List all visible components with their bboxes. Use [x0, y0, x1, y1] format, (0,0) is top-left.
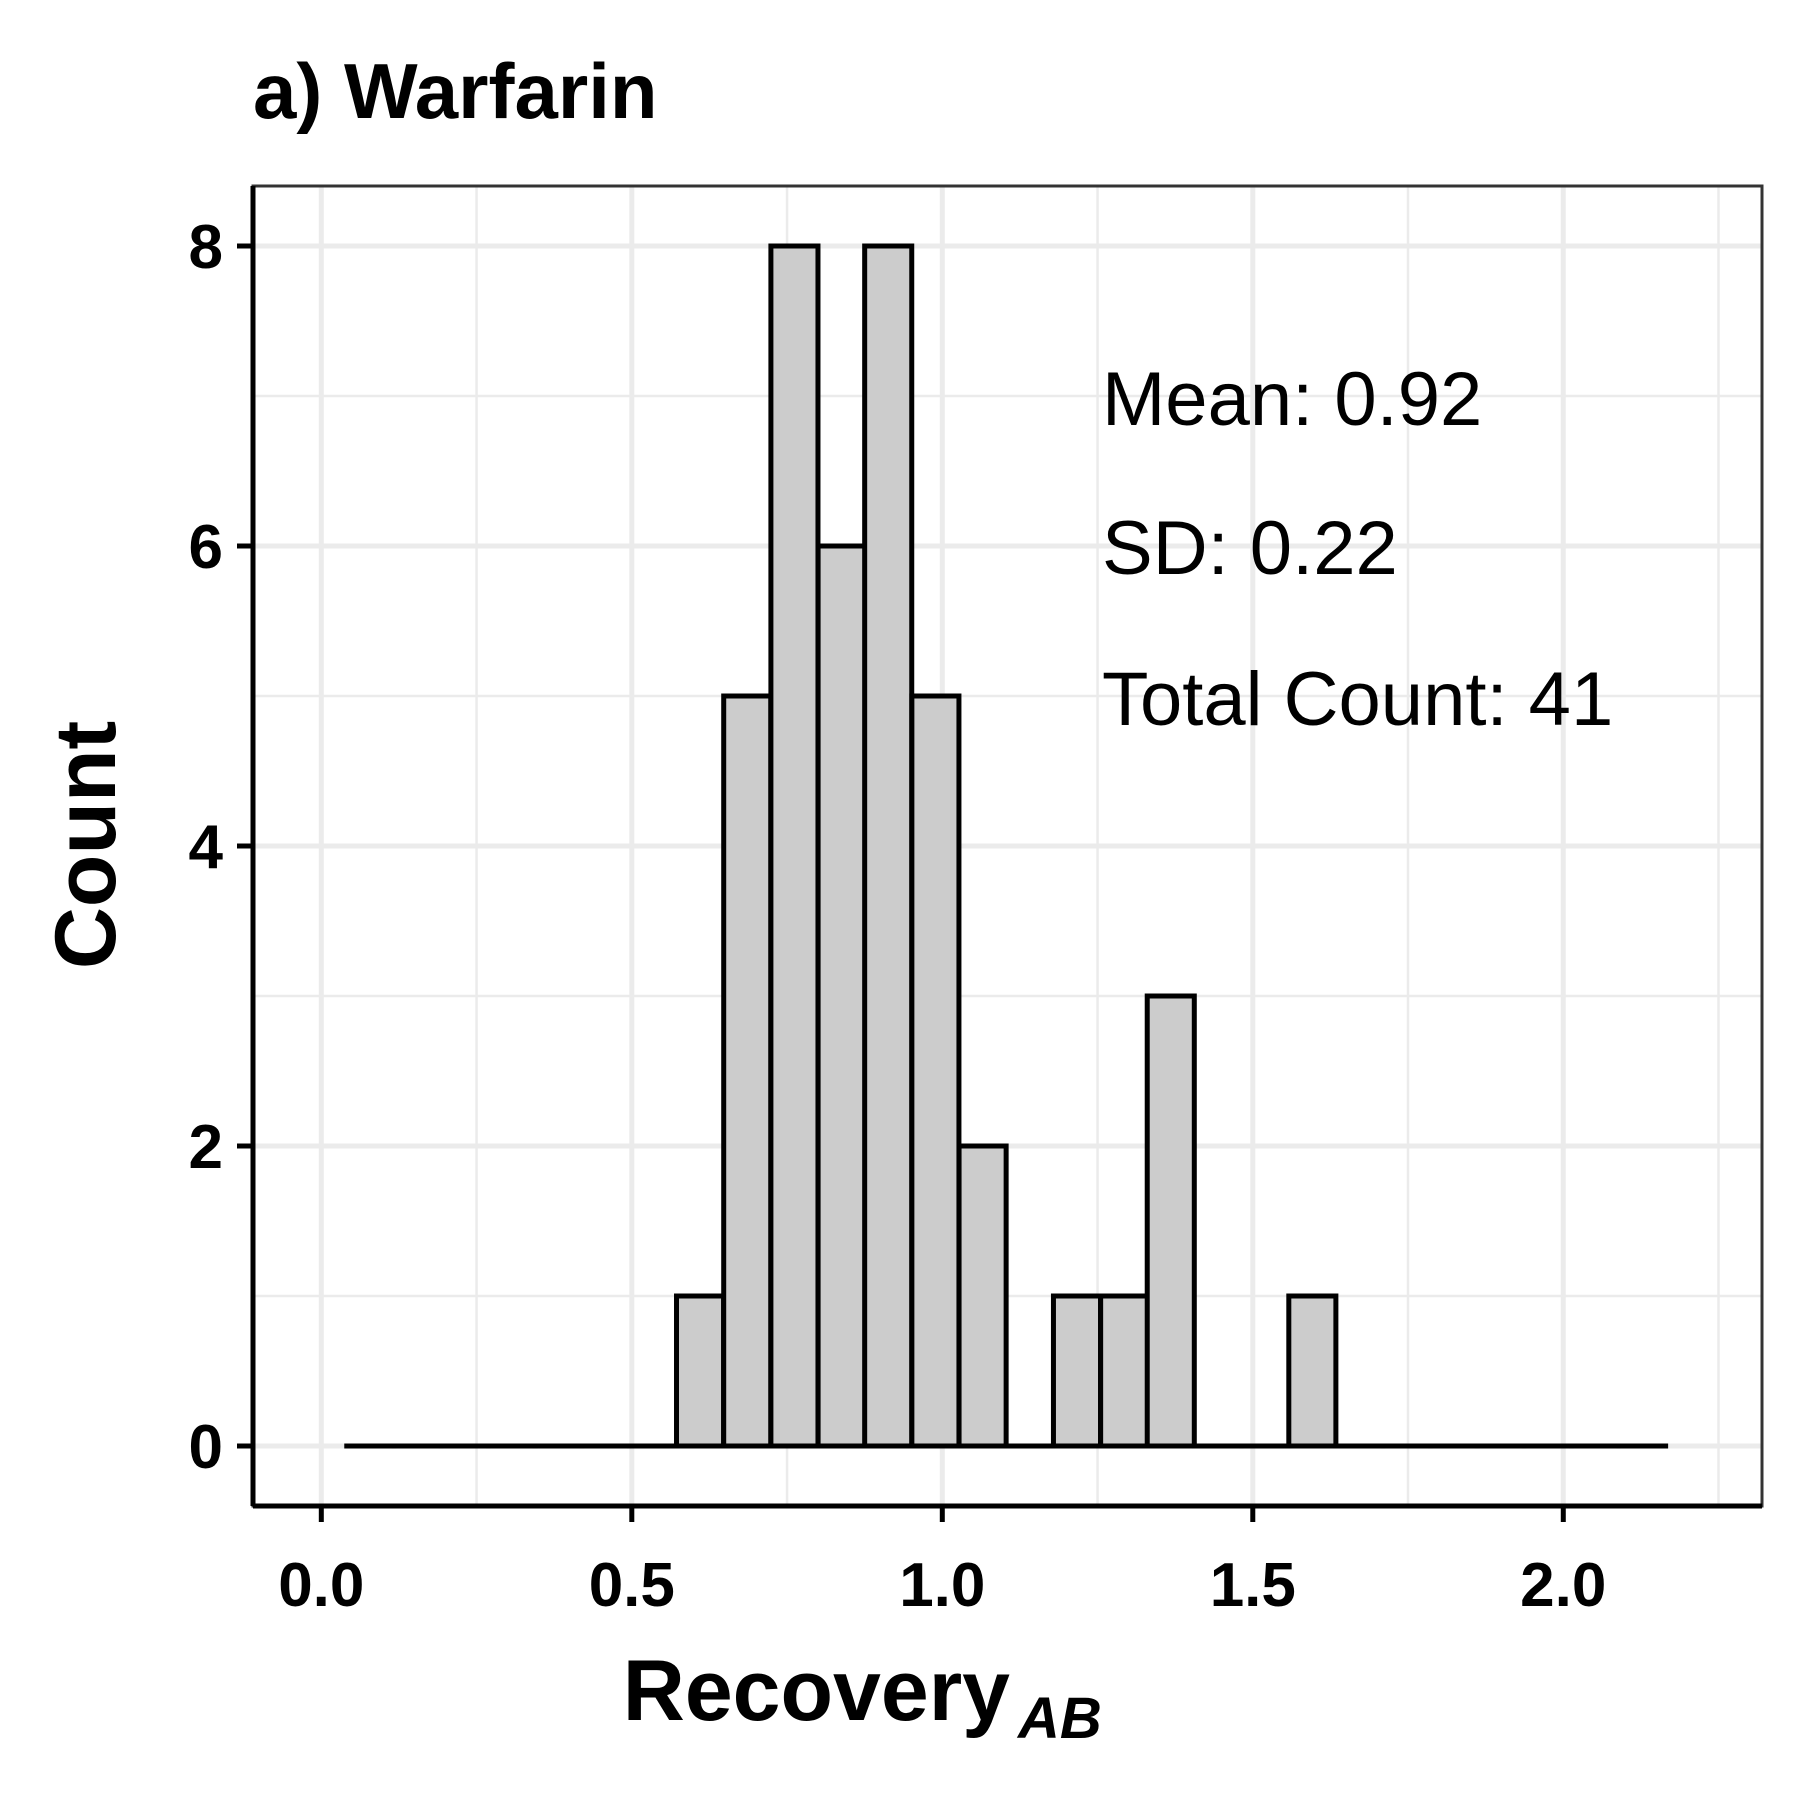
gridlines: [253, 186, 1762, 1506]
annotation-total-count: Total Count: 41: [1102, 657, 1613, 742]
x-tick-label: 0.0: [278, 1551, 364, 1620]
y-tick-label: 0: [189, 1413, 223, 1482]
histogram-bar: [1286, 1293, 1339, 1449]
histogram-bar: [862, 243, 915, 1449]
histogram-bar: [1050, 1293, 1104, 1449]
histogram-bar: [721, 693, 774, 1449]
histogram-bar: [956, 1143, 1009, 1449]
histogram-bar: [768, 243, 821, 1449]
annotation-sd: SD: 0.22: [1102, 506, 1398, 591]
histogram-bars: [344, 243, 1669, 1449]
histogram-bar: [674, 1293, 727, 1449]
x-tick-label: 2.0: [1520, 1551, 1606, 1620]
histogram-bar: [1144, 993, 1197, 1449]
histogram-bar: [815, 543, 868, 1449]
annotation-mean: Mean: 0.92: [1102, 357, 1482, 442]
histogram-bar: [909, 693, 962, 1449]
y-tick-label: 6: [189, 513, 223, 582]
x-tick-label: 1.0: [899, 1551, 985, 1620]
histogram-bar: [1098, 1293, 1151, 1449]
x-axis-label-subscript: AB: [1016, 1686, 1102, 1751]
chart-title: a) Warfarin: [253, 47, 658, 135]
x-axis-ticks: 0.0 0.5 1.0 1.5 2.0: [278, 1506, 1606, 1620]
x-tick-label: 0.5: [589, 1551, 675, 1620]
y-tick-label: 8: [189, 213, 223, 282]
y-axis-label: Count: [38, 721, 134, 969]
y-tick-label: 4: [189, 813, 224, 882]
y-axis-ticks: 0 2 4 6 8: [189, 213, 253, 1482]
x-tick-label: 1.5: [1210, 1551, 1296, 1620]
x-axis-label: Recovery: [623, 1643, 1010, 1739]
y-tick-label: 2: [189, 1113, 223, 1182]
